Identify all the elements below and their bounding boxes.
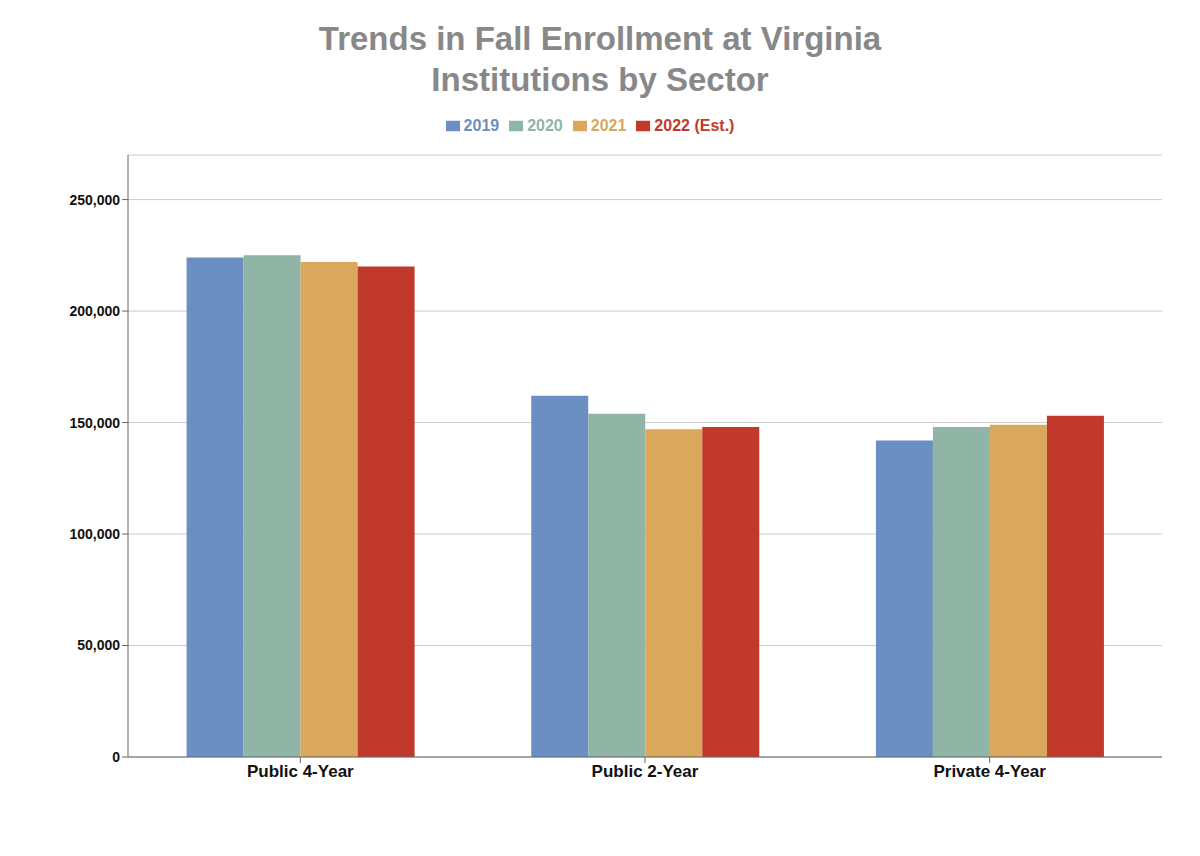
- svg-text:Public 2-Year: Public 2-Year: [592, 762, 699, 781]
- svg-text:250,000: 250,000: [69, 191, 120, 207]
- html-text:Trends in Fall Enrollment at V: Trends in Fall Enrollment at Virginia: [318, 20, 882, 57]
- svg-text:150,000: 150,000: [69, 414, 120, 430]
- svg-text:0: 0: [112, 748, 120, 764]
- svg-text:200,000: 200,000: [69, 303, 120, 319]
- svg-text:50,000: 50,000: [77, 637, 120, 653]
- html-text:2020: 2020: [527, 116, 563, 134]
- svg-text:100,000: 100,000: [69, 526, 120, 542]
- html-text:2021: 2021: [590, 116, 627, 134]
- html-text:Institutions by Sector: Institutions by Sector: [431, 61, 769, 99]
- svg-text:Private 4-Year: Private 4-Year: [933, 762, 1046, 781]
- html-text:2022 (Est.): 2022 (Est.): [654, 116, 735, 134]
- html-text:2019: 2019: [463, 116, 500, 134]
- svg-text:Public 4-Year: Public 4-Year: [247, 762, 354, 781]
